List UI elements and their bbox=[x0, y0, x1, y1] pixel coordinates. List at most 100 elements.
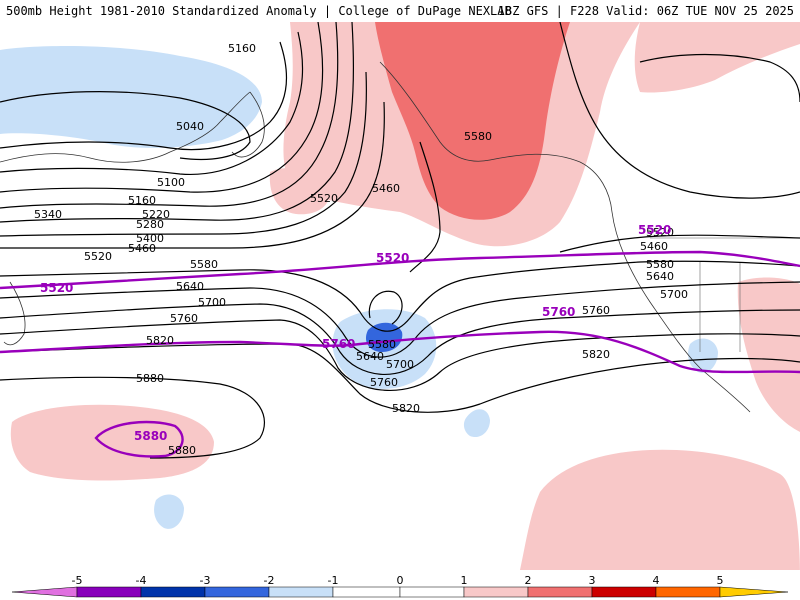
contour-label: 5100 bbox=[157, 176, 185, 189]
highlight-contours bbox=[0, 250, 800, 458]
contour-label: 5280 bbox=[136, 218, 164, 231]
highlight-label: 5520 bbox=[638, 223, 671, 237]
alaska-coastline bbox=[379, 61, 613, 213]
contour-label: 5700 bbox=[386, 358, 414, 371]
contour-5040 bbox=[0, 90, 251, 161]
contour-label: 5520 bbox=[646, 226, 674, 239]
contour-label: 5580 bbox=[368, 338, 396, 351]
contour-label: 5460 bbox=[128, 242, 156, 255]
usa-border bbox=[650, 237, 800, 352]
anomaly-region-south bbox=[154, 494, 184, 529]
highlight-label: 5520 bbox=[376, 251, 409, 265]
contour-label-group: 5160 5040 5100 5160 5220 5280 5340 5400 … bbox=[34, 42, 688, 457]
anomaly-region-subtropical-west bbox=[10, 404, 214, 481]
contour-label: 5880 bbox=[136, 372, 164, 385]
legend-tick-label: 3 bbox=[589, 574, 596, 587]
contour-5400 bbox=[0, 71, 367, 237]
legend-color-bar bbox=[11, 586, 789, 598]
anomaly-legend: -5 -4 -3 -2 -1 0 1 2 3 4 5 bbox=[11, 574, 789, 598]
anomaly-region-hawaii bbox=[463, 409, 490, 438]
anomaly-region-ne-corner bbox=[634, 22, 800, 93]
legend-tick-label: -4 bbox=[136, 574, 147, 587]
contour-trough-center bbox=[368, 290, 403, 325]
highlight-label: 5760 bbox=[542, 305, 575, 319]
contour-label: 5220 bbox=[142, 208, 170, 221]
contour-label: 5580 bbox=[190, 258, 218, 271]
contour-label: 5700 bbox=[198, 296, 226, 309]
contour-label: 5880 bbox=[168, 444, 196, 457]
contour-label: 5520 bbox=[310, 192, 338, 205]
contour-5760 bbox=[0, 319, 800, 391]
legend-tick-label: -1 bbox=[328, 574, 339, 587]
legend-tick-label: 2 bbox=[525, 574, 532, 587]
anomaly-region-alaska-core bbox=[375, 22, 570, 220]
coastlines bbox=[0, 61, 800, 413]
contour-ne-ridge bbox=[639, 53, 800, 103]
highlight-label: 5880 bbox=[134, 429, 167, 443]
anomaly-region-siberia bbox=[0, 46, 262, 148]
title-bar: 500mb Height 1981-2010 Standardized Anom… bbox=[0, 0, 800, 22]
contour-label: 5820 bbox=[146, 334, 174, 347]
legend-swatch bbox=[140, 586, 206, 598]
legend-swatch bbox=[399, 586, 465, 598]
legend-swatch bbox=[591, 586, 657, 598]
legend-tick-label: -2 bbox=[264, 574, 275, 587]
contour-5460-east bbox=[559, 234, 800, 253]
contour-5280 bbox=[0, 22, 339, 209]
contour-label: 5160 bbox=[228, 42, 256, 55]
contour-label: 5820 bbox=[582, 348, 610, 361]
highlight-contour-5880 bbox=[94, 420, 184, 458]
contour-label: 5640 bbox=[646, 270, 674, 283]
legend-tick-label: 1 bbox=[461, 574, 468, 587]
contour-label: 5400 bbox=[136, 232, 164, 245]
contour-5700 bbox=[0, 303, 800, 376]
legend-tick-label: -3 bbox=[200, 574, 211, 587]
anomaly-region-alaska-west bbox=[269, 168, 330, 215]
legend-arrow-left bbox=[11, 586, 78, 598]
anomaly-map: 5160 5040 5100 5160 5220 5280 5340 5400 … bbox=[0, 22, 800, 570]
contour-label: 5760 bbox=[582, 304, 610, 317]
legend-tick-label: 0 bbox=[397, 574, 404, 587]
contour-5880 bbox=[0, 376, 265, 459]
contour-label: 5640 bbox=[176, 280, 204, 293]
contour-5580 bbox=[0, 260, 800, 332]
legend-tick-label: 5 bbox=[717, 574, 724, 587]
legend-arrow-right bbox=[719, 586, 789, 598]
legend-swatch bbox=[332, 586, 401, 598]
contour-label: 5460 bbox=[372, 182, 400, 195]
anomaly-region-south-pacific bbox=[520, 449, 800, 570]
legend-tick-label: -5 bbox=[72, 574, 83, 587]
kamchatka-coastline bbox=[231, 91, 265, 158]
contour-label: 5580 bbox=[464, 130, 492, 143]
contour-5100 bbox=[0, 41, 288, 151]
contour-label: 5760 bbox=[370, 376, 398, 389]
contour-label: 5700 bbox=[660, 288, 688, 301]
legend-swatch bbox=[76, 586, 142, 598]
contour-5160 bbox=[0, 31, 304, 175]
legend-swatch bbox=[527, 586, 593, 598]
contour-label: 5640 bbox=[356, 350, 384, 363]
highlight-label: 5760 bbox=[322, 337, 355, 351]
contour-5460-west bbox=[0, 101, 385, 249]
anomaly-region-baja bbox=[688, 338, 718, 373]
highlight-contour-5520 bbox=[0, 250, 800, 290]
contour-label: 5040 bbox=[176, 120, 204, 133]
contour-label: 5520 bbox=[84, 250, 112, 263]
model-run-info: 18Z GFS | F228 Valid: 06Z TUE NOV 25 202… bbox=[497, 4, 794, 18]
contour-label: 5820 bbox=[392, 402, 420, 415]
contour-5340 bbox=[0, 22, 355, 223]
asia-coastline bbox=[0, 91, 251, 163]
positive-anomaly-shading bbox=[10, 22, 800, 570]
contour-label: 5580 bbox=[646, 258, 674, 271]
contour-label: 5340 bbox=[34, 208, 62, 221]
legend-swatch bbox=[463, 586, 529, 598]
anomaly-region-mexico bbox=[737, 277, 800, 432]
contour-label: 5460 bbox=[640, 240, 668, 253]
legend-swatch bbox=[204, 586, 270, 598]
contour-5220 bbox=[0, 22, 324, 193]
contour-east-ridge bbox=[559, 22, 800, 199]
legend-swatch bbox=[268, 586, 334, 598]
legend-ticks: -5 -4 -3 -2 -1 0 1 2 3 4 5 bbox=[72, 574, 724, 587]
contour-label: 5160 bbox=[128, 194, 156, 207]
legend-tick-label: 4 bbox=[653, 574, 660, 587]
